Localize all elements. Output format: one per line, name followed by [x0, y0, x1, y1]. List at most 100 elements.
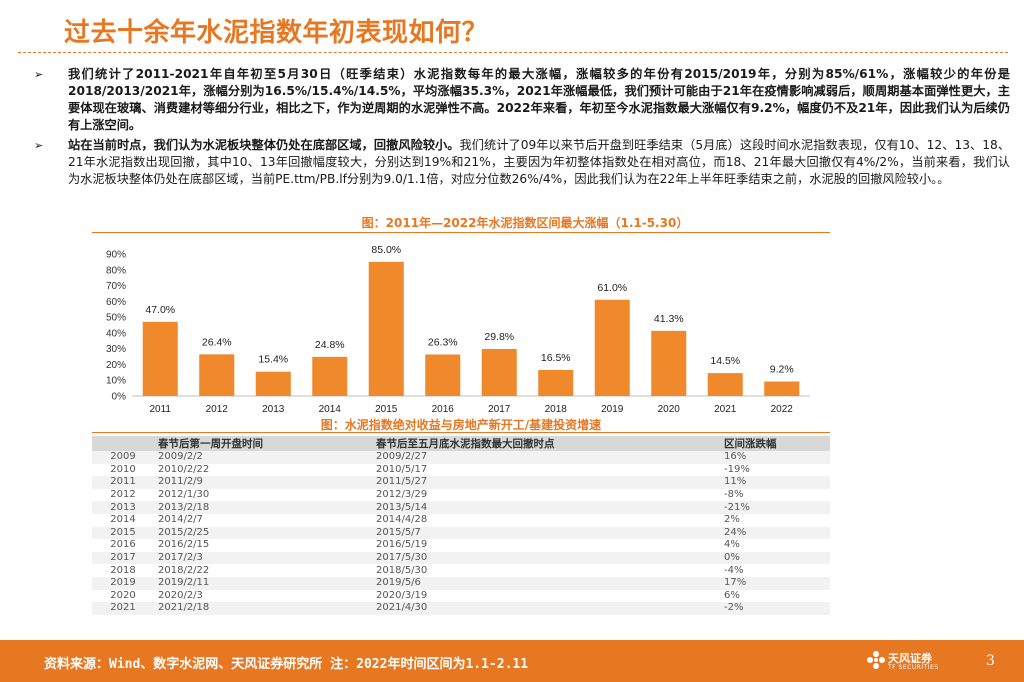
table-cell: 2016/5/19	[372, 539, 720, 552]
table-row: 2012 2012/1/30 2012/3/29 -8%	[92, 488, 830, 502]
bar-2013	[255, 371, 291, 396]
data-label: 24.8%	[315, 339, 345, 351]
footer-bar	[0, 640, 1024, 682]
bullet-arrow-icon: ➢	[34, 139, 44, 152]
table-cell: 2009	[92, 451, 154, 464]
table-cell: 2010/2/22	[154, 463, 372, 477]
table-cell: 2018/2/22	[154, 564, 372, 577]
x-tick-label: 2014	[319, 404, 342, 415]
table-row: 2009 2009/2/2 2009/2/27 16%	[92, 451, 830, 464]
data-label: 16.5%	[541, 352, 571, 364]
table-cell: 2010	[92, 463, 154, 477]
title-divider	[18, 52, 1008, 53]
table-cell: 2013	[92, 501, 154, 514]
table-cell: 17%	[720, 576, 830, 590]
bar-chart: 0% 10% 20% 30% 40% 50% 60% 70% 80% 90% 47.0% 2011 26…	[106, 244, 810, 415]
data-label: 15.4%	[258, 354, 288, 366]
bullet-2: ➢ 站在当前时点，我们认为水泥板块整体仍处在底部区域，回撤风险较小。我们统计了0…	[34, 137, 1010, 188]
table-cell: -2%	[720, 602, 830, 615]
table-cell: 2012	[92, 488, 154, 502]
table-cell: 2021/4/30	[372, 602, 720, 615]
bullet-2-bold: 站在当前时点，我们认为水泥板块整体仍处在底部区域，回撤风险较小。	[68, 138, 460, 152]
x-tick-label: 2021	[714, 404, 737, 415]
y-tick-label: 10%	[106, 376, 126, 387]
y-tick-label: 70%	[106, 281, 126, 292]
table-cell: 2%	[720, 513, 830, 527]
table-header-row: 春节后第一周开盘时间 春节后至五月底水泥指数最大回撤时点 区间涨跌幅	[92, 436, 830, 451]
table-cell: 2015/2/25	[154, 526, 372, 540]
table-cell: 2019/2/11	[154, 576, 372, 590]
page-title: 过去十余年水泥指数年初表现如何？	[64, 18, 489, 48]
x-tick-label: 2015	[375, 404, 398, 415]
bar-2021	[707, 373, 743, 396]
table-cell: 2012/1/30	[154, 488, 372, 502]
data-label: 85.0%	[371, 244, 401, 256]
x-tick-label: 2011	[149, 404, 171, 415]
table-cell: 2014/2/7	[154, 513, 372, 527]
table-cell: 2021	[92, 602, 154, 615]
data-label: 26.4%	[202, 336, 232, 348]
page-number: 3	[986, 653, 995, 669]
table-cell: -21%	[720, 501, 830, 514]
table-cell: 24%	[720, 526, 830, 540]
table-header-cell	[92, 436, 154, 451]
table-cell: 16%	[720, 451, 830, 464]
table-cell: 2013/5/14	[372, 501, 720, 514]
table-row: 2011 2011/2/9 2011/5/27 11%	[92, 476, 830, 489]
table-cell: 2012/3/29	[372, 488, 720, 502]
bar-2020	[651, 330, 687, 396]
brand-subtitle: TF SECURITIES	[888, 664, 939, 671]
bar-2022	[764, 381, 800, 396]
table-cell: 2020	[92, 589, 154, 603]
x-tick-label: 2018	[545, 404, 568, 415]
table-cell: 2017/2/3	[154, 551, 372, 565]
data-label: 47.0%	[145, 304, 175, 316]
table-row: 2016 2016/2/15 2016/5/19 4%	[92, 539, 830, 552]
table-cell: 2019/5/6	[372, 576, 720, 590]
table-cell: 0%	[720, 551, 830, 565]
table-row: 2018 2018/2/22 2018/5/30 -4%	[92, 564, 830, 577]
bullet-list: ➢ 我们统计了2011-2021年自年初至5月30日（旺季结束）水泥指数每年的最…	[34, 66, 1010, 191]
y-tick-label: 90%	[106, 250, 126, 261]
data-label: 9.2%	[770, 363, 794, 375]
table-cell: 2011	[92, 476, 154, 489]
tf-securities-logo	[867, 651, 885, 669]
x-tick-label: 2022	[771, 404, 794, 415]
table-header-cell: 区间涨跌幅	[720, 436, 830, 451]
table-row: 2013 2013/2/18 2013/5/14 -21%	[92, 501, 830, 514]
table-cell: 2016/2/15	[154, 539, 372, 552]
bar-2018	[538, 369, 574, 396]
table-cell: 2009/2/27	[372, 451, 720, 464]
table-cell: 2009/2/2	[154, 451, 372, 464]
table-row: 2015 2015/2/25 2015/5/7 24%	[92, 526, 830, 540]
chart-title: 图：2011年—2022年水泥指数区间最大涨幅（1.1-5.30）	[361, 216, 689, 230]
table-row: 2017 2017/2/3 2017/5/30 0%	[92, 551, 830, 565]
table-cell: 2021/2/18	[154, 602, 372, 615]
y-tick-label: 40%	[106, 328, 126, 339]
data-label: 29.8%	[484, 331, 514, 343]
table-cell: 2015	[92, 526, 154, 540]
table-row: 2020 2020/2/3 2020/3/19 6%	[92, 589, 830, 603]
drawdown-table: 春节后第一周开盘时间 春节后至五月底水泥指数最大回撤时点 区间涨跌幅 2009 2…	[92, 436, 830, 615]
table-cell: -19%	[720, 463, 830, 477]
table-cell: 2018/5/30	[372, 564, 720, 577]
table-cell: 2019	[92, 576, 154, 590]
table-cell: 2010/5/17	[372, 463, 720, 477]
table-cell: 6%	[720, 589, 830, 603]
y-tick-label: 0%	[112, 392, 127, 403]
y-tick-label: 80%	[106, 265, 126, 276]
bar-2011	[142, 321, 178, 396]
header: 过去十余年水泥指数年初表现如何？	[0, 0, 1024, 58]
y-tick-label: 20%	[106, 360, 126, 371]
table-cell: 2011/2/9	[154, 476, 372, 489]
table-title: 图：水泥指数绝对收益与房地产新开工/基建投资增速	[320, 418, 602, 432]
table-cell: 2018	[92, 564, 154, 577]
y-tick-label: 60%	[106, 297, 126, 308]
table-row: 2021 2021/2/18 2021/4/30 -2%	[92, 602, 830, 615]
brand-name: 天风证券	[888, 652, 932, 665]
x-tick-label: 2016	[432, 404, 455, 415]
table-cell: 2014	[92, 513, 154, 527]
table-row: 2014 2014/2/7 2014/4/28 2%	[92, 513, 830, 527]
table-cell: 2015/5/7	[372, 526, 720, 540]
table-cell: 2020/3/19	[372, 589, 720, 603]
